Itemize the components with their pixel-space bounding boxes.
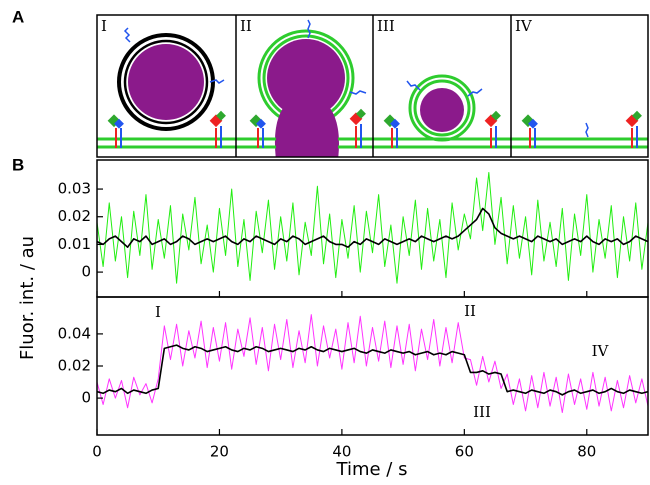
receptor	[209, 110, 226, 148]
vesicle-outer	[117, 33, 215, 131]
receptor	[521, 114, 538, 148]
y-tick-label: 0.04	[58, 324, 91, 342]
y-tick-label: 0	[81, 263, 91, 281]
y-tick-label: 0.02	[58, 207, 91, 225]
tether	[123, 27, 131, 43]
x-tick-label: 20	[210, 443, 229, 461]
annotation: II	[464, 302, 476, 320]
tether	[307, 19, 311, 39]
plot-frame	[96, 296, 649, 436]
receptor	[625, 110, 642, 148]
tether	[406, 80, 421, 91]
tether	[349, 90, 367, 95]
receptor	[484, 110, 501, 148]
y-axis-label: Fluor. int. / au	[17, 236, 38, 360]
x-tick-label: 80	[577, 443, 596, 461]
stage-label: III	[377, 17, 395, 35]
vesicle-content	[267, 39, 345, 117]
vesicle-content	[128, 44, 204, 120]
x-axis-label: Time / s	[336, 459, 408, 480]
x-tick-label: 60	[455, 443, 474, 461]
stage-label: II	[240, 17, 252, 35]
tether	[209, 79, 225, 84]
fusion-pore	[274, 108, 339, 157]
trace	[97, 344, 648, 396]
annotation: III	[473, 403, 491, 421]
receptor	[349, 108, 366, 148]
receptor	[249, 114, 266, 148]
panel-label: B	[12, 155, 24, 174]
stage-label: I	[101, 17, 107, 35]
diagram	[97, 19, 648, 157]
vesicle-content	[420, 88, 464, 132]
diagram-frames	[96, 14, 649, 158]
receptor	[107, 114, 124, 148]
stage-label: IV	[515, 17, 533, 35]
y-tick-label: 0.01	[58, 235, 91, 253]
x-tick-label: 40	[332, 443, 351, 461]
x-tick-label: 0	[92, 443, 102, 461]
y-tick-label: 0.03	[58, 180, 91, 198]
y-tick-label: 0	[81, 389, 91, 407]
plot-frame	[96, 159, 649, 298]
trace	[97, 171, 648, 284]
annotation: I	[155, 303, 161, 321]
trace	[97, 207, 648, 248]
tether	[585, 122, 589, 138]
membrane	[413, 79, 471, 137]
annotation: IV	[592, 342, 610, 360]
y-tick-label: 0.02	[58, 357, 91, 375]
trace	[97, 314, 648, 414]
receptor	[383, 114, 400, 148]
vesicle-inner	[123, 39, 209, 125]
panel-label: A	[12, 7, 24, 26]
tether	[467, 88, 483, 97]
